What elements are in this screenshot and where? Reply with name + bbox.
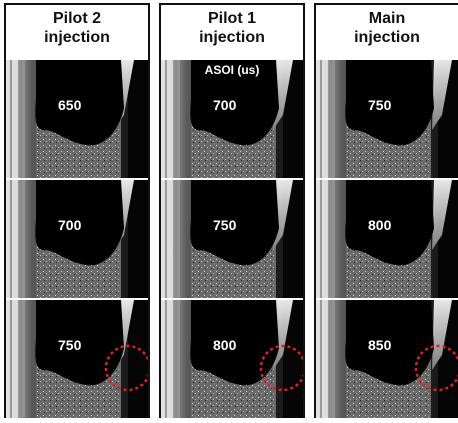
title-line1: Pilot 1 [207,10,256,27]
engine-frame [316,300,458,418]
engine-frame [6,60,148,178]
asoi-value: 750 [58,337,82,353]
frame-image [316,300,458,418]
engine-frame [6,180,148,298]
frame-image [316,60,458,178]
column-pilot2: Pilot 2 injection [4,3,150,418]
asoi-label: ASOI (us) [204,63,260,77]
asoi-value: 800 [368,217,392,233]
asoi-value: 650 [58,97,82,113]
engine-frame [161,180,303,298]
frame-image [6,300,148,418]
asoi-value: 850 [368,337,392,353]
frame-image [161,180,303,298]
title-line2: injection [44,29,110,46]
title-line2: injection [199,29,265,46]
asoi-value: 700 [58,217,82,233]
asoi-value: 750 [368,97,392,113]
engine-frame [316,180,458,298]
engine-frame [161,60,303,178]
frame-image [161,60,303,178]
title-line2: injection [354,29,420,46]
title-line1: Main [368,10,406,27]
frame-image [316,180,458,298]
column-title: Main injection [316,9,458,47]
asoi-value: 700 [213,97,237,113]
column-title: Pilot 2 injection [6,9,148,47]
engine-frame [6,300,148,418]
frame-image [6,180,148,298]
column-title: Pilot 1 injection [161,9,303,47]
column-main: Main injection [314,3,458,418]
frame-image [161,300,303,418]
title-line1: Pilot 2 [52,10,101,27]
column-pilot1: Pilot 1 injection ASOI (us) [159,3,305,418]
asoi-value: 800 [213,337,237,353]
asoi-value: 750 [213,217,237,233]
frame-image [6,60,148,178]
engine-frame [316,60,458,178]
engine-frame [161,300,303,418]
